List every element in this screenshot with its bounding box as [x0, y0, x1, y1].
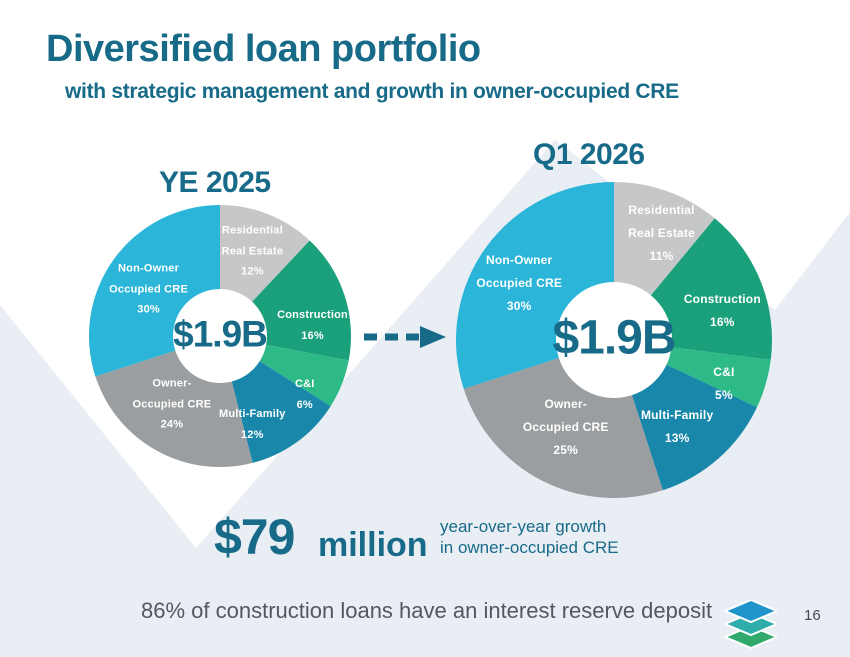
- donut-plot: [89, 205, 351, 467]
- page-title: Diversified loan portfolio: [46, 28, 481, 70]
- segment-label-residential-real-estate: Residential Real Estate 12%: [221, 224, 284, 279]
- donut-hole: [556, 282, 672, 398]
- segment-label-construction: Construction 16%: [277, 309, 348, 343]
- page-number: 16: [804, 607, 821, 624]
- highlight-unit: million: [318, 526, 428, 564]
- stacked-layers-logo-icon: [725, 600, 777, 650]
- donut-hole: [173, 289, 267, 383]
- segment-label-multi-family: Multi-Family 12%: [218, 407, 286, 441]
- donut-center-total: $1.9B: [552, 311, 676, 365]
- highlight-description-line1: year-over-year growth: [440, 517, 607, 536]
- segment-label-construction: Construction 16%: [683, 292, 761, 329]
- segment-label-non-owner-occupied-cre: Non-Owner Occupied CRE 30%: [476, 252, 563, 313]
- donut-chart-ye-2025: $1.9B Residential Real Estate 12% Construct…: [89, 205, 351, 467]
- segment-label-multi-family: Multi-Family 13%: [640, 408, 714, 445]
- footnote-text: 86% of construction loans have an intere…: [141, 598, 713, 623]
- highlight-description-line2: in owner-occupied CRE: [440, 538, 619, 557]
- segment-label-c-i: C&I 6%: [294, 378, 315, 412]
- segment-label-residential-real-estate: Residential Real Estate 11%: [628, 202, 695, 263]
- segment-label-c-i: C&I 5%: [713, 365, 735, 403]
- segment-label-owner-occupied-cre: Owner- Occupied CRE 24%: [132, 377, 212, 432]
- donut-chart-q1-2026: $1.9B Residential Real Estate 11% Construct…: [456, 182, 772, 498]
- donut-center-total: $1.9B: [173, 313, 268, 355]
- chart-title-q1-2026: Q1 2026: [533, 138, 645, 171]
- segment-label-owner-occupied-cre: Owner- Occupied CRE 25%: [522, 396, 609, 457]
- highlight-amount: $79: [214, 509, 295, 565]
- highlight-description: year-over-year growth in owner-occupied …: [440, 516, 619, 558]
- segment-label-non-owner-occupied-cre: Non-Owner Occupied CRE 30%: [109, 262, 188, 317]
- chart-title-ye-2025: YE 2025: [159, 166, 271, 199]
- donut-plot: [456, 182, 772, 498]
- page-subtitle: with strategic management and growth in …: [65, 80, 679, 103]
- growth-arrow-icon: [364, 326, 446, 348]
